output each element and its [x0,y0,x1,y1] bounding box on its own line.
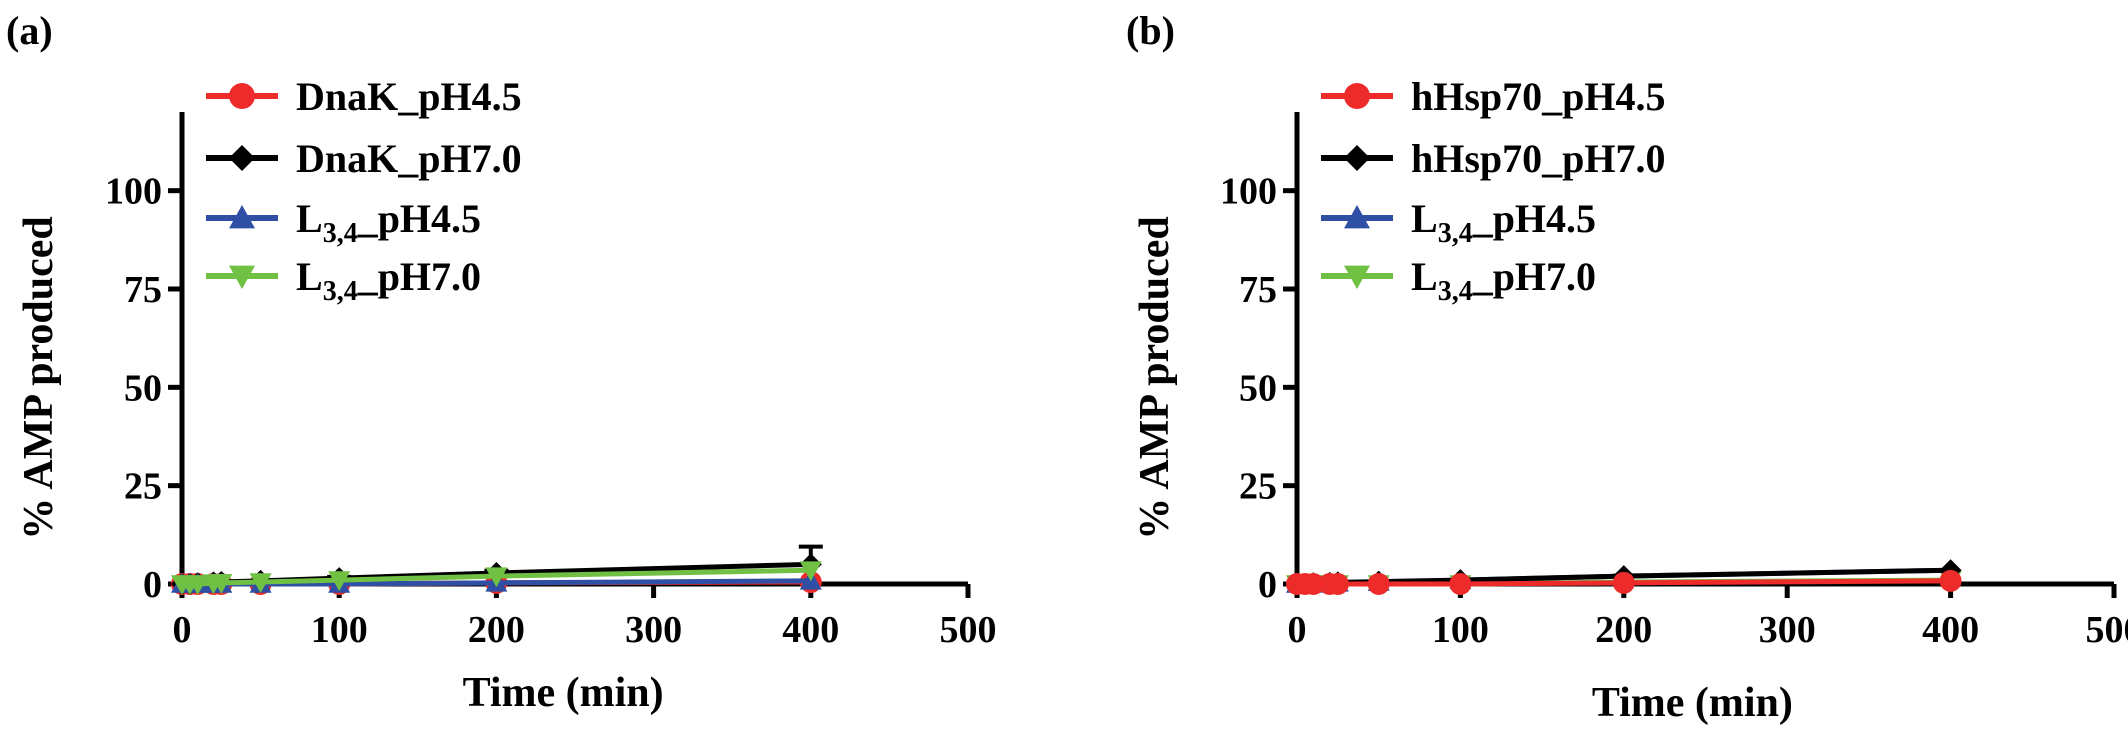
data-point [1613,572,1635,594]
legend-item: hHsp70_pH4.5 [1321,74,1666,119]
y-tick-label: 0 [143,564,162,606]
x-axis-title: Time (min) [1592,680,1793,726]
data-point [1940,570,1962,592]
legend-label-main: hHsp70_pH7.0 [1411,136,1666,181]
x-tick-label: 200 [468,609,525,651]
legend-label: L3,4_pH4.5 [296,196,481,249]
legend-label-subscript: 3,4 [323,218,358,249]
x-tick-label: 400 [782,609,839,651]
legend-item: DnaK_pH4.5 [206,74,522,119]
x-tick-label: 400 [1922,609,1979,651]
chart-panel-b: (b) 0 25 50 75 100 0 100 200 300 400 500 % AMP produ… [1126,8,2128,726]
legend-label: hHsp70_pH7.0 [1411,136,1666,181]
legend-label-main: L [296,196,323,241]
y-tick-label: 100 [1220,171,1277,213]
legend-item: L3,4_pH7.0 [1321,254,1596,307]
x-tick-label: 100 [1432,609,1489,651]
legend-label: L3,4_pH4.5 [1411,196,1596,249]
y-tick-label: 25 [1239,466,1277,508]
y-tick-label: 25 [124,466,162,508]
y-axis-title: % AMP produced [1132,216,1178,540]
legend-item: L3,4_pH4.5 [1321,196,1596,249]
x-tick-label: 500 [2086,609,2128,651]
legend-label: L3,4_pH7.0 [1411,254,1596,307]
legend-item: hHsp70_pH7.0 [1321,136,1666,181]
y-tick-label: 50 [1239,367,1277,409]
legend-label-main: DnaK_pH4.5 [296,74,522,119]
legend-label-main: L [296,254,323,299]
y-axis-title: % AMP produced [16,216,62,540]
x-tick-label: 300 [625,609,682,651]
x-tick-label: 0 [173,609,192,651]
data-point [1327,573,1349,595]
y-tick-label: 50 [124,367,162,409]
y-tick-label: 0 [1258,564,1277,606]
legend-item: L3,4_pH7.0 [206,254,481,307]
legend: hHsp70_pH4.5hHsp70_pH7.0L3,4_pH4.5L3,4_p… [1321,74,1666,307]
y-tick-label: 75 [124,269,162,311]
legend-label: hHsp70_pH4.5 [1411,74,1666,119]
panel-label: (b) [1126,8,1175,53]
legend-swatch-marker [229,83,255,109]
legend-label: DnaK_pH4.5 [296,74,522,119]
legend-label-subscript: 3,4 [1438,276,1473,307]
x-tick-label: 200 [1595,609,1652,651]
legend-swatch-marker [1344,145,1370,171]
legend-label-tail: _pH7.0 [1472,254,1596,299]
legend-label-main: L [1411,196,1438,241]
legend-item: DnaK_pH7.0 [206,136,522,181]
y-tick-label: 75 [1239,269,1277,311]
data-point [1368,573,1390,595]
legend-label-main: DnaK_pH7.0 [296,136,522,181]
legend-label-subscript: 3,4 [323,276,358,307]
data-point [1449,573,1471,595]
y-tick-label: 100 [105,171,162,213]
legend-label: DnaK_pH7.0 [296,136,522,181]
legend-swatch-marker [229,145,255,171]
legend-label-main: L [1411,254,1438,299]
legend-label-tail: _pH7.0 [357,254,481,299]
legend-label-tail: _pH4.5 [1472,196,1596,241]
chart-panel-a: (a) 0 25 50 75 100 0 100 200 300 400 500 % AMP produ… [6,8,997,716]
legend-label-tail: _pH4.5 [357,196,481,241]
legend-label-subscript: 3,4 [1438,218,1473,249]
x-tick-label: 0 [1288,609,1307,651]
x-axis-title: Time (min) [463,670,664,716]
x-tick-label: 300 [1759,609,1816,651]
legend-label-main: hHsp70_pH4.5 [1411,74,1666,119]
x-tick-label: 500 [940,609,997,651]
panel-label: (a) [6,8,53,53]
legend-item: L3,4_pH4.5 [206,196,481,249]
legend-label: L3,4_pH7.0 [296,254,481,307]
legend-swatch-marker [1344,83,1370,109]
x-tick-label: 100 [311,609,368,651]
